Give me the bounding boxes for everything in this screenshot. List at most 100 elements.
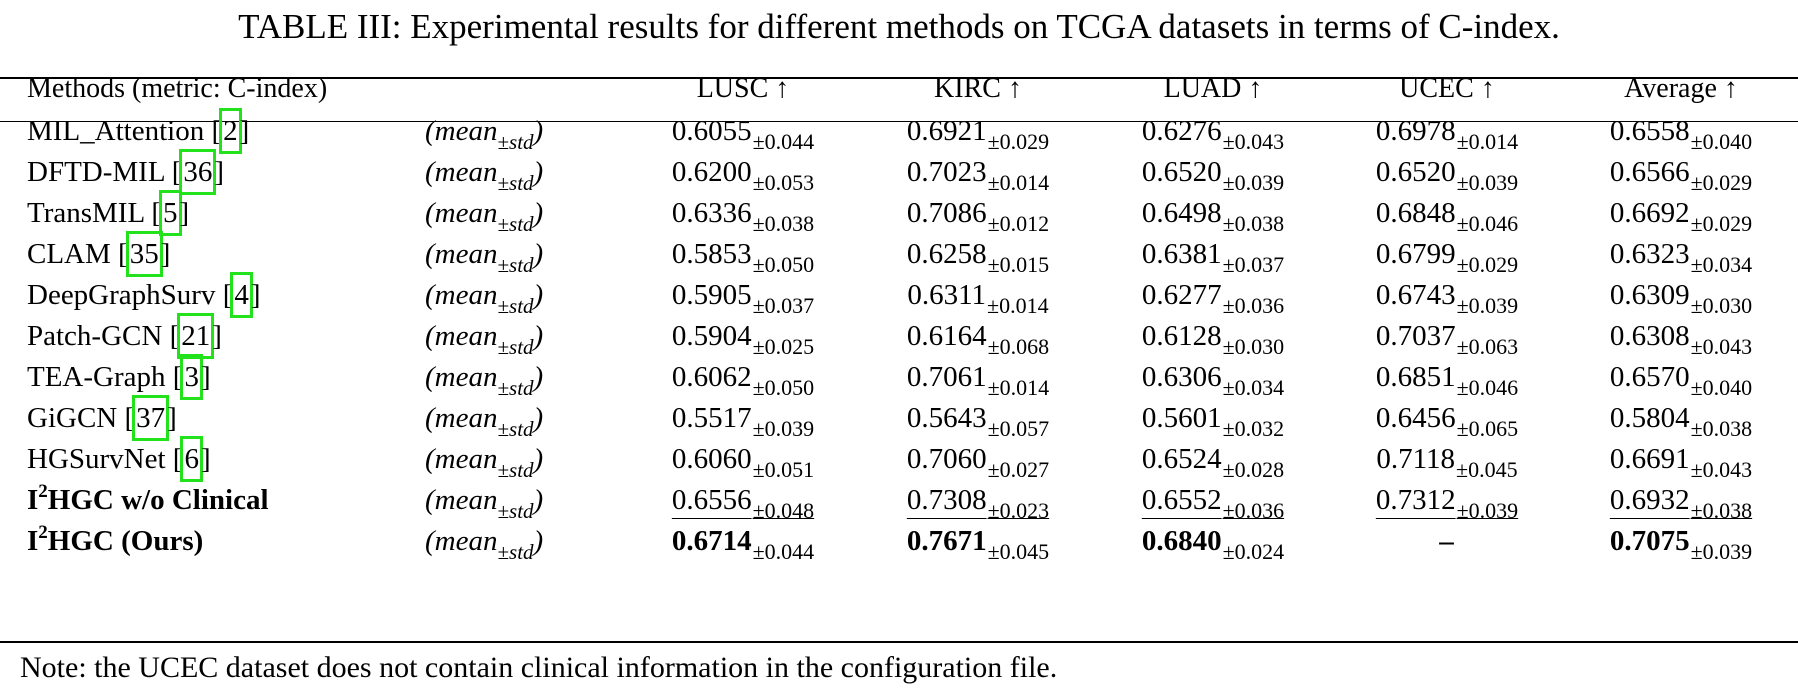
value-cell: 0.6456±0.065 [1342, 395, 1552, 441]
value-cell: 0.6336±0.038 [638, 190, 848, 236]
std-value: ±0.039 [1222, 170, 1285, 195]
mean-value: 0.7075 [1609, 525, 1690, 557]
stat-sub: ±std [497, 130, 534, 154]
col-header-average: Average ↑ [1624, 73, 1738, 104]
stat-main: mean [434, 238, 498, 270]
mean-value: 0.6848 [1375, 197, 1456, 229]
citation-link[interactable]: 6 [180, 436, 203, 482]
table-row: Patch-GCN [21] (mean±std) 0.5904±0.025 0.61… [0, 313, 1798, 359]
mean-value: 0.6306 [1141, 361, 1222, 393]
stat-label: (mean±std) [425, 402, 544, 441]
std-value: ±0.039 [1456, 498, 1519, 523]
mean-value: 0.6520 [1141, 156, 1222, 188]
value-cell: – [1342, 518, 1552, 564]
mean-value: 0.6570 [1609, 361, 1690, 393]
value-cell: 0.6200±0.053 [638, 149, 848, 195]
std-value: ±0.037 [752, 293, 815, 318]
stat-sub: ±std [497, 171, 534, 195]
value-cell: 0.6552±0.036 [1108, 477, 1318, 523]
std-value: ±0.065 [1456, 416, 1519, 441]
mean-value: 0.6311 [907, 279, 987, 311]
stat-label: (mean±std) [425, 484, 544, 523]
value-cell: 0.6691±0.043 [1576, 436, 1786, 482]
std-value: ±0.036 [1222, 293, 1285, 318]
std-value: ±0.038 [1690, 498, 1753, 523]
std-value: ±0.040 [1690, 129, 1753, 154]
mean-value: 0.6799 [1375, 238, 1456, 270]
stat-label: (mean±std) [425, 279, 544, 318]
stat-label: (mean±std) [425, 361, 544, 400]
citation-link[interactable]: 21 [177, 313, 215, 359]
header-row: Methods (metric: C-index) LUSC ↑ KIRC ↑ … [0, 66, 1798, 112]
stat-sub: ±std [497, 499, 534, 523]
std-value: ±0.045 [987, 539, 1050, 564]
mean-value: 0.6308 [1609, 320, 1690, 352]
table-row: DFTD-MIL [36] (mean±std) 0.6200±0.053 0.702… [0, 149, 1798, 195]
mean-value: 0.6498 [1141, 197, 1222, 229]
mean-value: 0.5853 [671, 238, 752, 270]
mean-value: 0.6743 [1375, 279, 1456, 311]
stat-main: mean [434, 361, 498, 393]
std-value: ±0.015 [987, 252, 1050, 277]
value-cell: 0.7061±0.014 [873, 354, 1083, 400]
mean-value: 0.6277 [1141, 279, 1222, 311]
method-name: GiGCN [37] [27, 395, 177, 441]
value-cell: 0.6556±0.048 [638, 477, 848, 523]
std-value: ±0.025 [752, 334, 815, 359]
method-label-prefix: I [27, 525, 39, 557]
mean-value: 0.6323 [1609, 238, 1690, 270]
std-value: ±0.038 [1690, 416, 1753, 441]
citation-link[interactable]: 37 [132, 395, 170, 441]
method-label: HGSurvNet [27, 443, 166, 475]
value-cell: 0.6714±0.044 [638, 518, 848, 564]
method-label-superscript: 2 [38, 481, 48, 502]
value-cell: 0.6932±0.038 [1576, 477, 1786, 523]
citation-link[interactable]: 5 [159, 190, 182, 236]
std-value: ±0.048 [752, 498, 815, 523]
std-value: ±0.043 [1690, 457, 1753, 482]
method-name: I2HGC (Ours) [27, 518, 203, 564]
value-cell: 0.6692±0.029 [1576, 190, 1786, 236]
stat-label: (mean±std) [425, 320, 544, 359]
mean-value: 0.7312 [1375, 484, 1456, 516]
method-name: DFTD-MIL [36] [27, 149, 224, 195]
value-cell: 0.7037±0.063 [1342, 313, 1552, 359]
stat-main: mean [434, 402, 498, 434]
mean-value: 0.6851 [1375, 361, 1456, 393]
value-cell: 0.5517±0.039 [638, 395, 848, 441]
value-cell: 0.7118±0.045 [1342, 436, 1552, 482]
value-cell: 0.6311±0.014 [873, 272, 1083, 318]
stat-sub: ±std [497, 294, 534, 318]
value-cell: 0.5643±0.057 [873, 395, 1083, 441]
std-value: ±0.014 [987, 375, 1050, 400]
mean-value: 0.6524 [1141, 443, 1222, 475]
std-value: ±0.037 [1222, 252, 1285, 277]
std-value: ±0.040 [1690, 375, 1753, 400]
citation-link[interactable]: 36 [179, 149, 217, 195]
mean-value: 0.5904 [671, 320, 752, 352]
mean-value: 0.5517 [671, 402, 752, 434]
std-value: ±0.029 [1456, 252, 1519, 277]
citation-link[interactable]: 35 [125, 231, 163, 277]
mean-value: 0.7308 [906, 484, 987, 516]
bottom-rule [0, 641, 1798, 643]
std-value: ±0.030 [1690, 293, 1753, 318]
method-name: TransMIL [5] [27, 190, 189, 236]
value-cell: 0.6277±0.036 [1108, 272, 1318, 318]
value-cell: 0.7671±0.045 [873, 518, 1083, 564]
value-cell: 0.6799±0.029 [1342, 231, 1552, 277]
stat-label: (mean±std) [425, 443, 544, 482]
citation-link[interactable]: 2 [219, 108, 242, 154]
std-value: ±0.068 [987, 334, 1050, 359]
mean-value: 0.6932 [1609, 484, 1690, 516]
method-name: TEA-Graph [3] [27, 354, 211, 400]
citation-link[interactable]: 3 [180, 354, 203, 400]
std-value: ±0.045 [1456, 457, 1518, 482]
citation-link[interactable]: 4 [230, 272, 253, 318]
method-label: Patch-GCN [27, 320, 163, 352]
mean-value: 0.6692 [1609, 197, 1690, 229]
std-value: ±0.014 [987, 170, 1050, 195]
std-value: ±0.036 [1222, 498, 1285, 523]
header-rule [0, 121, 1798, 122]
value-cell: 0.6851±0.046 [1342, 354, 1552, 400]
